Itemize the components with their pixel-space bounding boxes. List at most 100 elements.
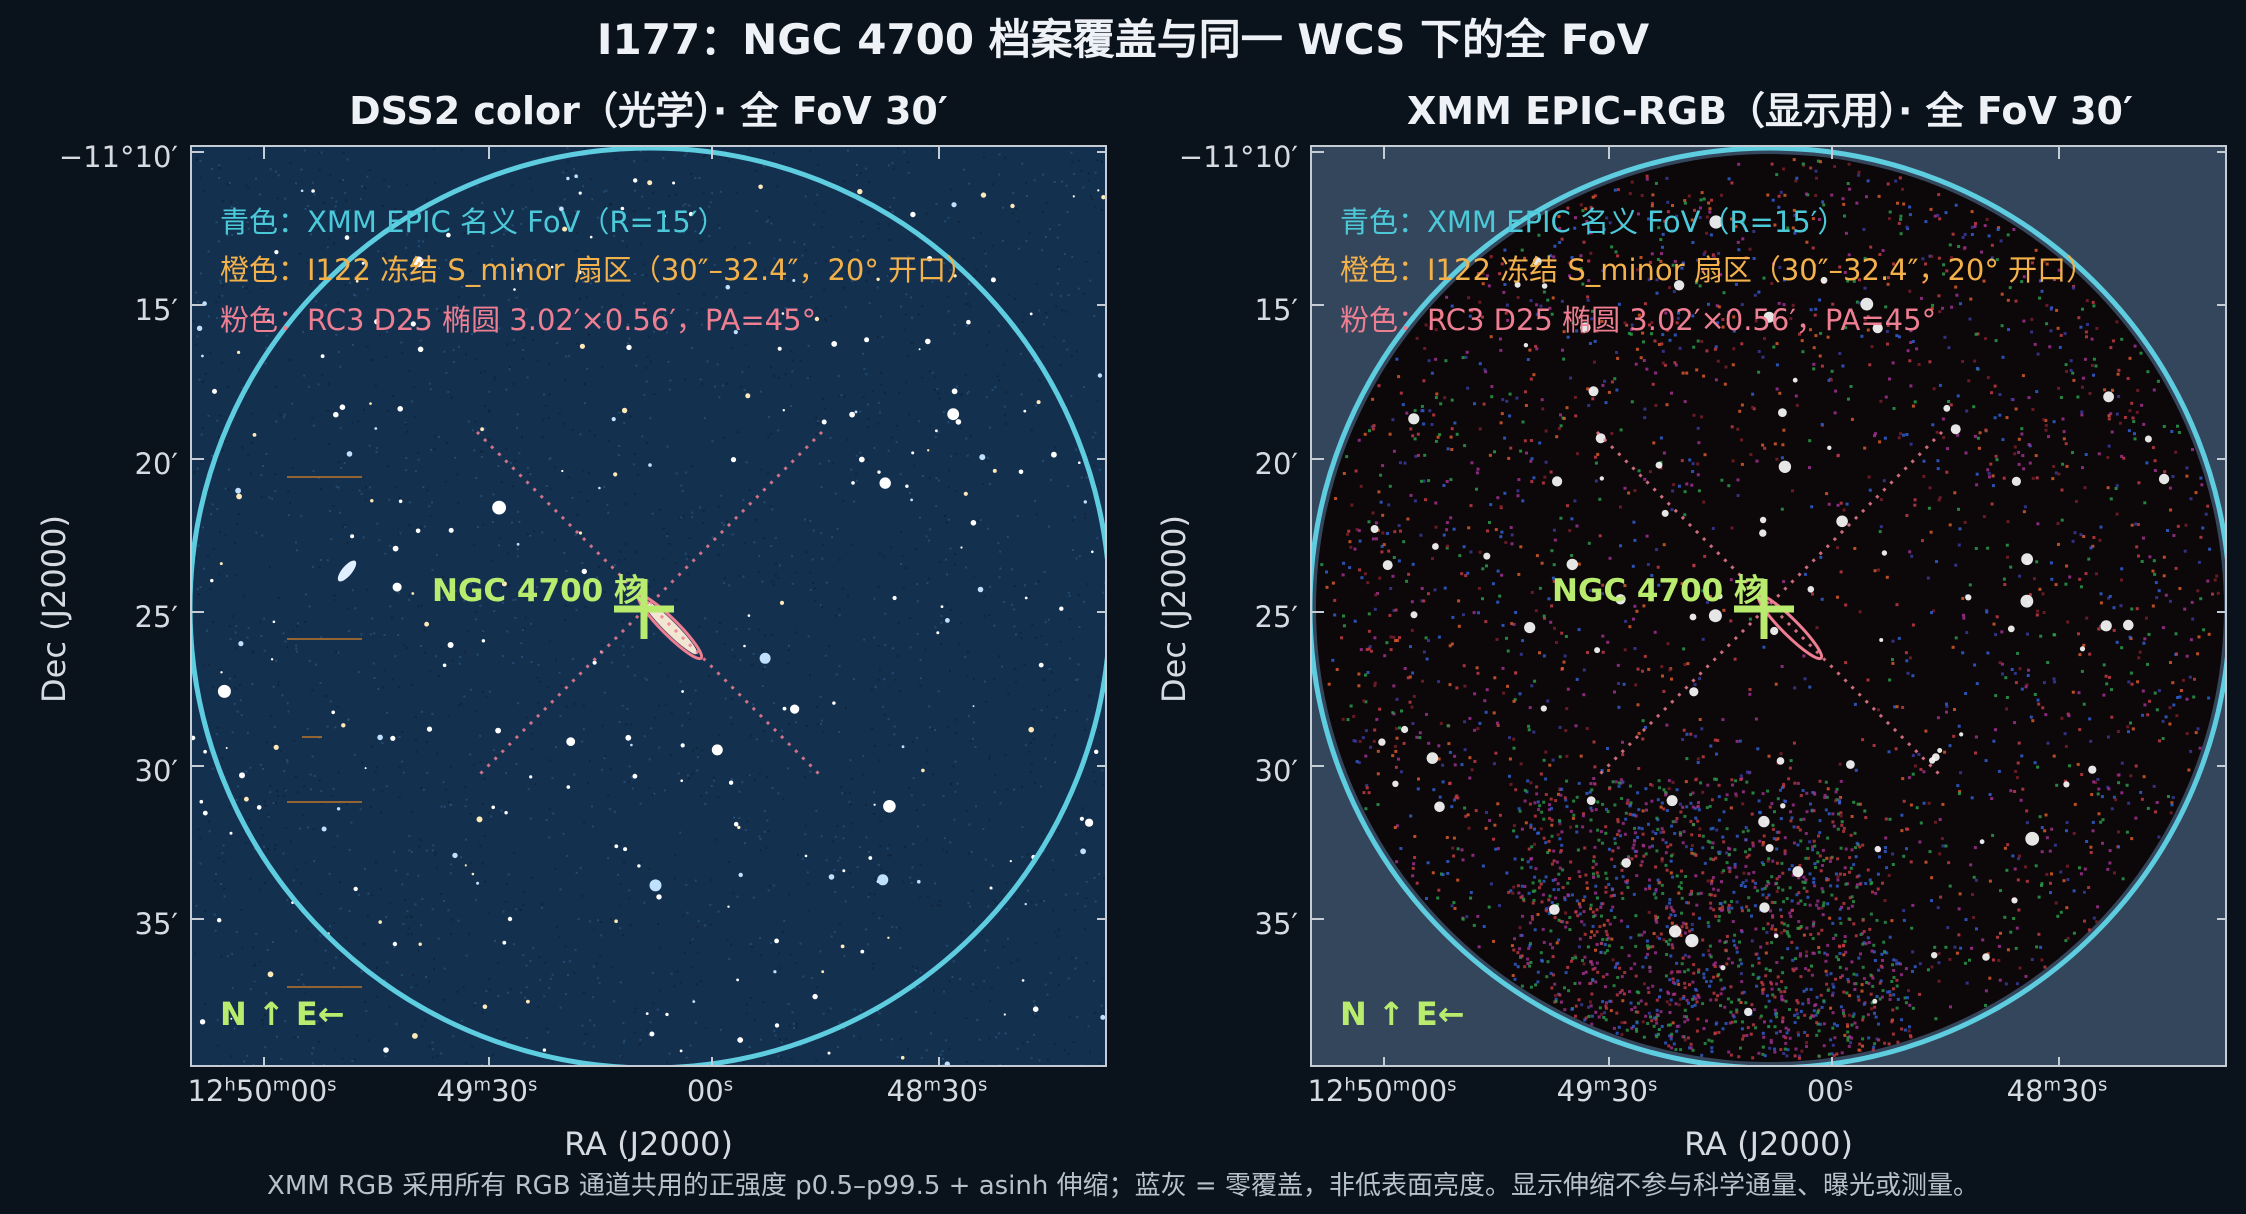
noise-pixel [286,761,289,764]
xray-count [1515,396,1519,400]
noise-pixel [516,548,519,551]
xray-count [1789,317,1793,321]
noise-pixel [576,342,579,345]
noise-pixel [744,291,747,294]
noise-pixel [447,909,450,912]
noise-pixel [850,468,853,471]
star [199,1019,206,1025]
xray-count [1822,203,1826,207]
noise-pixel [791,370,794,373]
xray-count [2049,329,2053,333]
xray-count [2002,476,2006,480]
xray-count [1565,707,1569,711]
xray-count [1342,472,1346,475]
noise-pixel [493,378,496,381]
noise-pixel [207,250,210,253]
noise-pixel [249,766,252,769]
noise-pixel [525,964,528,967]
xray-count [1836,595,1839,599]
noise-pixel [313,860,316,863]
noise-pixel [377,688,380,690]
noise-pixel [974,274,977,277]
xray-count [1835,1024,1839,1028]
xray-count [1554,641,1558,644]
xray-count [1926,968,1930,972]
noise-pixel [909,876,912,879]
noise-pixel [795,962,798,965]
noise-pixel [387,231,390,234]
noise-pixel [753,541,756,544]
noise-pixel [1030,762,1033,765]
xray-count [2155,708,2159,712]
noise-pixel [620,1055,623,1058]
xray-count [1573,395,1577,399]
noise-pixel [949,547,952,550]
noise-pixel [231,615,234,618]
xray-count [2144,616,2148,620]
xray-count [1844,661,1848,665]
noise-pixel [851,886,854,889]
noise-pixel [888,844,891,847]
noise-pixel [792,1022,795,1025]
xray-count [1987,234,1991,238]
xray-count [2066,620,2070,624]
star [244,796,249,802]
noise-pixel [335,956,338,959]
noise-pixel [689,702,692,705]
xray-count [1391,711,1395,715]
noise-pixel [694,689,697,692]
noise-pixel [676,217,679,220]
noise-pixel [573,773,576,776]
star [398,499,403,504]
noise-pixel [825,859,828,862]
xray-count [2015,776,2019,780]
noise-pixel [317,1040,320,1043]
xray-count [1883,436,1887,440]
noise-pixel [820,226,823,229]
noise-pixel [688,204,691,207]
noise-pixel [420,212,422,215]
xray-count [1379,473,1383,477]
noise-pixel [711,536,714,539]
xray-count [1438,795,1442,799]
xray-count [1910,554,1914,558]
star [501,581,507,587]
xray-count [2199,476,2203,480]
noise-pixel [202,526,204,529]
noise-pixel [768,215,771,218]
xray-count [1415,336,1419,340]
noise-pixel [910,342,913,345]
noise-pixel [688,253,691,256]
xray-count [1560,237,1564,241]
noise-pixel [1090,197,1093,200]
noise-pixel [1042,460,1044,463]
star [272,620,276,624]
legend-orange-sector: 橙色：I122 冻结 S_minor 扇区（30″–32.4″，20° 开口） [220,253,976,287]
xray-count [2034,248,2038,252]
xray-count [1843,866,1847,870]
noise-pixel [988,755,991,758]
noise-pixel [680,981,683,984]
noise-pixel [485,990,488,993]
xray-count [2126,377,2130,380]
noise-pixel [1021,785,1023,788]
xray-count [1696,426,1700,430]
noise-pixel [569,176,572,179]
xray-count [1891,863,1895,866]
noise-pixel [475,476,478,479]
xray-count [1443,396,1447,400]
noise-pixel [810,977,813,979]
xray-count [1509,526,1513,529]
xray-count [1708,207,1712,211]
noise-pixel [884,644,887,647]
xray-count [1660,859,1664,863]
noise-pixel [381,742,384,744]
noise-pixel [795,721,797,724]
noise-pixel [696,769,699,772]
noise-pixel [230,205,233,208]
xray-count [1731,783,1734,787]
noise-pixel [748,148,750,151]
xray-count [1719,273,1723,277]
noise-pixel [320,790,323,793]
star [758,184,763,190]
